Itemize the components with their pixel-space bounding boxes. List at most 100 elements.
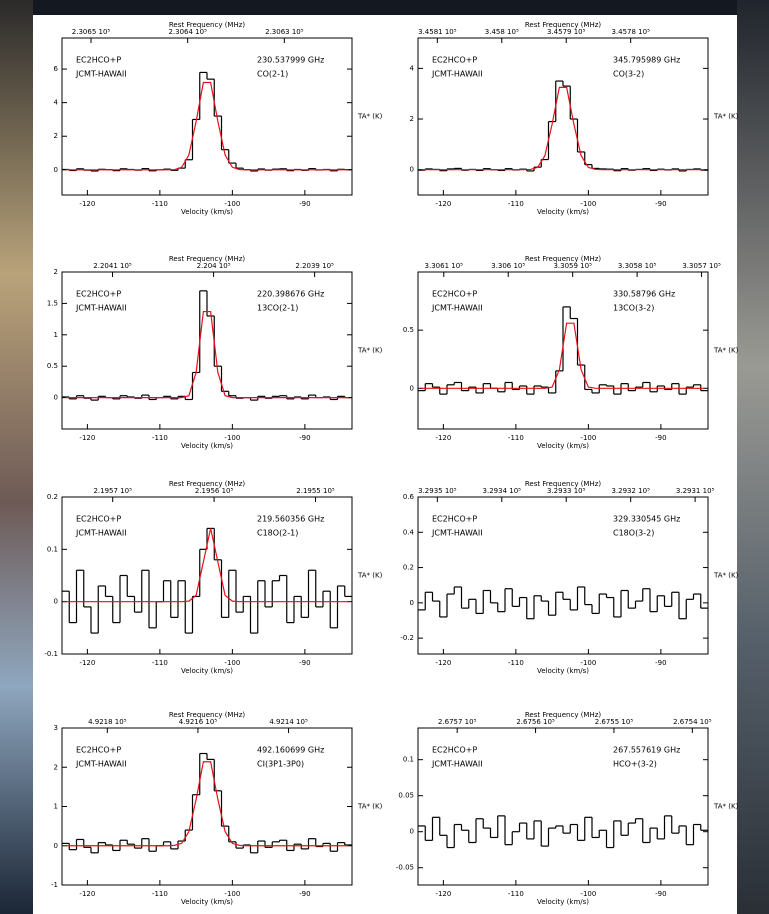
x2-tick-label: 3.2932 10⁵ [611, 487, 650, 495]
source-label: EC2HCO+P [432, 746, 477, 755]
frequency-label: 492.160699 GHz [257, 746, 324, 755]
y-tick-label: 3 [54, 724, 58, 732]
telescope-label: JCMT-HAWAII [75, 70, 127, 79]
x2-axis-label: Rest Frequency (MHz) [525, 21, 602, 29]
y-axis-label: TA* (K) [713, 572, 739, 580]
source-label: EC2HCO+P [432, 56, 477, 65]
fit-curve [65, 81, 349, 171]
x2-tick-label: 3.458 10⁵ [485, 28, 519, 36]
plot-frame [417, 727, 709, 886]
y-axis-label: TA* (K) [357, 113, 383, 121]
x2-tick-label: 3.4578 10⁵ [611, 28, 650, 36]
fit-curve [421, 322, 705, 389]
frequency-label: 267.557619 GHz [613, 746, 680, 755]
x-tick-label: -90 [655, 659, 666, 667]
x2-tick-label: 3.306 10⁵ [491, 262, 525, 270]
x-axis-label: Velocity (km/s) [181, 208, 233, 216]
y-tick-label: 1 [54, 803, 58, 811]
telescope-label: JCMT-HAWAII [75, 304, 127, 313]
x2-tick-label: 2.6756 10⁵ [516, 718, 555, 726]
source-label: EC2HCO+P [76, 515, 121, 524]
y-tick-label: -0.1 [44, 650, 58, 658]
x-tick-label: -110 [152, 200, 168, 208]
fit-curve [65, 528, 349, 603]
y-tick-label: 0.1 [403, 756, 414, 764]
line-label: HCO+(3-2) [613, 760, 657, 769]
y-axis-label: TA* (K) [713, 113, 739, 121]
telescope-label: JCMT-HAWAII [431, 70, 483, 79]
y-tick-label: 0.5 [403, 326, 414, 334]
x-tick-label: -110 [508, 890, 524, 898]
frequency-label: 345.795989 GHz [613, 56, 680, 65]
x-tick-label: -90 [299, 659, 310, 667]
x-tick-label: -90 [299, 200, 310, 208]
y-tick-label: 0 [410, 166, 414, 174]
frequency-label: 330.58796 GHz [613, 290, 675, 299]
x2-axis-label: Rest Frequency (MHz) [169, 21, 246, 29]
line-label: CO(2-1) [257, 70, 288, 79]
x-tick-label: -110 [508, 659, 524, 667]
top-backdrop [33, 0, 737, 15]
x2-axis-label: Rest Frequency (MHz) [525, 255, 602, 263]
x-axis-label: Velocity (km/s) [537, 208, 589, 216]
x-tick-label: -120 [435, 659, 451, 667]
x2-tick-label: 3.4579 10⁵ [547, 28, 586, 36]
source-label: EC2HCO+P [432, 515, 477, 524]
x2-tick-label: 2.6755 10⁵ [595, 718, 634, 726]
x-tick-label: -120 [435, 434, 451, 442]
telescope-label: JCMT-HAWAII [431, 760, 483, 769]
line-label: CO(3-2) [613, 70, 644, 79]
x-tick-label: -100 [224, 659, 240, 667]
x-tick-label: -120 [79, 434, 95, 442]
x-tick-label: -90 [655, 434, 666, 442]
fit-curve [65, 761, 349, 847]
source-label: EC2HCO+P [76, 56, 121, 65]
plot-frame [61, 37, 353, 196]
y-tick-label: 4 [54, 99, 59, 107]
x2-axis-label: Rest Frequency (MHz) [525, 480, 602, 488]
x-tick-label: -90 [299, 434, 310, 442]
x-tick-label: -120 [79, 200, 95, 208]
x-tick-label: -90 [655, 890, 666, 898]
x-tick-label: -100 [224, 434, 240, 442]
x2-tick-label: 3.4581 10⁵ [418, 28, 457, 36]
plot-frame [61, 496, 353, 655]
source-label: EC2HCO+P [76, 290, 121, 299]
y-axis-label: TA* (K) [713, 803, 739, 811]
x-tick-label: -90 [655, 200, 666, 208]
y-tick-label: 0 [54, 842, 58, 850]
spectrum-riser [68, 528, 346, 634]
x2-axis-label: Rest Frequency (MHz) [169, 711, 246, 719]
x-axis-label: Velocity (km/s) [537, 667, 589, 675]
x-tick-label: -100 [580, 200, 596, 208]
x2-tick-label: 3.2935 10⁵ [418, 487, 457, 495]
x-tick-label: -120 [435, 890, 451, 898]
y-tick-label: 0.6 [403, 493, 415, 501]
telescope-label: JCMT-HAWAII [431, 529, 483, 538]
x-tick-label: -110 [152, 890, 168, 898]
line-label: 13CO(2-1) [257, 304, 298, 313]
x2-tick-label: 2.2041 10⁵ [93, 262, 132, 270]
source-label: EC2HCO+P [76, 746, 121, 755]
plot-frame [417, 271, 709, 430]
x2-tick-label: 2.6754 10⁵ [673, 718, 712, 726]
x-axis-label: Velocity (km/s) [537, 442, 589, 450]
y-tick-label: 0.5 [47, 362, 58, 370]
x2-tick-label: 3.3057 10⁵ [682, 262, 721, 270]
fit-curve [65, 310, 349, 399]
x2-tick-label: 3.3059 10⁵ [553, 262, 592, 270]
spectrum-riser [424, 815, 702, 848]
y-axis-label: TA* (K) [357, 347, 383, 355]
line-label: 13CO(3-2) [613, 304, 654, 313]
y-tick-label: 0.4 [403, 528, 415, 536]
x-tick-label: -100 [224, 890, 240, 898]
y-axis-label: TA* (K) [713, 347, 739, 355]
x-tick-label: -110 [152, 434, 168, 442]
x2-tick-label: 4.9216 10⁵ [179, 718, 218, 726]
left-backdrop [0, 0, 33, 914]
x2-tick-label: 2.1956 10⁵ [195, 487, 234, 495]
x2-tick-label: 4.9218 10⁵ [88, 718, 127, 726]
x2-tick-label: 2.204 10⁵ [197, 262, 231, 270]
